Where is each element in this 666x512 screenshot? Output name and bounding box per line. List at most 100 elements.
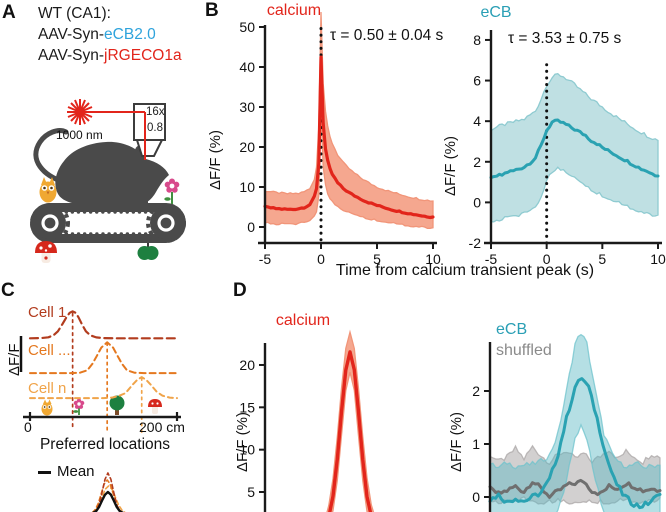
y-tick-label: 4 [473, 113, 481, 129]
c-tuning-curves [23, 310, 181, 434]
y-tick-label: 0 [472, 489, 480, 505]
ecb-sensor-name: eCB2.0 [104, 26, 156, 43]
gear-right-icon [146, 203, 186, 243]
x-tick-label: -5 [259, 251, 272, 267]
b-ecb-title: eCB [480, 4, 512, 21]
mouse-body [55, 141, 169, 205]
y-tick-label: 20 [239, 357, 255, 373]
cell-1-curve [28, 310, 179, 340]
virus-jrgeco-label: AAV-Syn-jRGECO1a [38, 47, 182, 64]
y-tick-label: -2 [469, 235, 482, 251]
y-tick-label: 10 [239, 179, 255, 195]
x-tick-label: -5 [485, 251, 498, 267]
x-tick-label: 10 [425, 251, 441, 267]
mean-legend-label: Mean [57, 463, 95, 480]
objective-magnification-label: 16x [146, 106, 165, 118]
y-tick-label: 40 [239, 59, 255, 75]
b-calcium-title: calcium [266, 2, 322, 19]
c-tree-icon [109, 395, 125, 415]
x-tick-label: 0 [543, 251, 551, 267]
c-flower-icon [73, 398, 85, 415]
y-tick-label: 6 [473, 73, 481, 89]
laser-icon [67, 99, 93, 125]
mean-legend-line [38, 471, 51, 474]
genotype-label: WT (CA1): [38, 5, 111, 22]
apple-icon [137, 243, 159, 260]
mouse-tail [33, 128, 69, 185]
cell-mid-label: Cell ... [28, 342, 71, 359]
panel-c-static [19, 336, 162, 416]
cell-mid-curve [29, 341, 178, 375]
x-tick-label: 10 [650, 251, 666, 267]
y-tick-label: 15 [239, 399, 255, 415]
panel-a-virus-labels: WT (CA1): AAV-Syn-eCB2.0 AAV-Syn-jRGECO1… [38, 3, 182, 66]
y-tick-label: 1 [472, 436, 480, 452]
c-x-tick-200: 200 cm [139, 419, 185, 435]
c-mushroom-icon [148, 399, 162, 414]
panel-letter-c: C [1, 280, 15, 301]
ecb-mean [489, 118, 660, 180]
objective-na-label: 0.8 [147, 122, 163, 134]
y-tick-label: 8 [473, 32, 481, 48]
calcium-field-band [326, 329, 375, 512]
x-tick-label: 0 [317, 251, 325, 267]
virus-ecb-label: AAV-Syn-eCB2.0 [38, 26, 156, 43]
treadmill-illustration [30, 99, 186, 263]
b-right-ecb-transient: -2 0 2 4 6 8 -5 0 5 10 [469, 30, 666, 267]
calcium-field-mean [328, 350, 373, 512]
ecb-sem-band [490, 73, 659, 223]
c-x-axis-label: Preferred locations [39, 436, 171, 453]
flower-icon [164, 178, 180, 204]
objective-tip [135, 139, 164, 157]
b-right-y-axis-label: ΔF/F (%) [442, 135, 459, 196]
y-tick-label: 10 [239, 442, 255, 458]
y-tick-label: 0 [247, 219, 255, 235]
gear-left-icon [30, 203, 70, 243]
cell-1-label: Cell 1 [28, 304, 67, 321]
d-shuffled-title: shuffled [496, 342, 552, 359]
x-tick-label: 5 [373, 251, 381, 267]
panel-letter-d: D [233, 280, 247, 301]
b-ecb-tau: τ = 3.53 ± 0.75 s [508, 30, 622, 47]
panel-letter-a: A [2, 2, 16, 23]
b-calcium-tau: τ = 0.50 ± 0.04 s [330, 27, 444, 44]
c-owl-icon [41, 399, 53, 416]
panel-letter-b: B [205, 0, 219, 21]
b-left-y-axis-label: ΔF/F (%) [207, 129, 224, 190]
y-tick-label: 30 [239, 99, 255, 115]
d-calcium-title: calcium [275, 312, 331, 329]
d-right-ecb-field: 0 1 2 [472, 333, 662, 512]
overlay-mean [92, 490, 124, 512]
objective-illustration [91, 103, 166, 160]
calcium-mean [263, 55, 435, 220]
c-x-tick-0: 0 [24, 419, 32, 435]
y-tick-label: 5 [247, 484, 255, 500]
y-tick-label: 2 [473, 154, 481, 170]
cell-n-curve [29, 376, 178, 400]
b-x-axis-label: Time from calcium transient peak (s) [335, 262, 595, 279]
d-left-calcium-field: 5 10 15 20 [239, 329, 375, 512]
x-tick-label: 5 [598, 251, 606, 267]
ecb-field-band [489, 333, 661, 512]
mushroom-icon [35, 241, 57, 263]
d-left-y-axis-label: ΔF/F (%) [234, 411, 251, 472]
y-tick-label: 2 [472, 383, 480, 399]
d-ecb-title: eCB [496, 321, 528, 338]
c-y-axis-label: ΔF/F [6, 343, 23, 376]
c-mean-overlay [91, 472, 126, 512]
y-tick-label: 50 [239, 19, 255, 35]
y-tick-label: 0 [473, 194, 481, 210]
treadmill-belt [30, 203, 186, 243]
shuffled-mean [488, 478, 662, 499]
laser-wavelength-label: 1000 nm [56, 128, 103, 142]
cell-n-label: Cell n [28, 380, 67, 397]
ecb-field-mean [488, 377, 662, 510]
calcium-sensor-name: jRGECO1a [104, 47, 182, 64]
owl-icon [39, 177, 57, 203]
y-tick-label: 20 [239, 139, 255, 155]
d-right-y-axis-label: ΔF/F (%) [448, 411, 465, 472]
